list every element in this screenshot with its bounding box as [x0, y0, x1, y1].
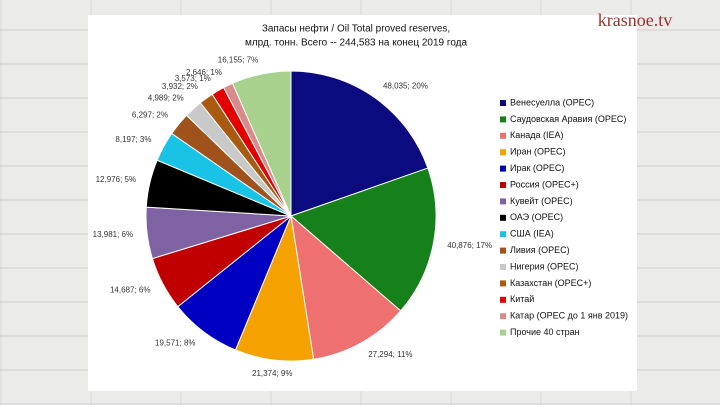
legend-label: Нигерия (OPEC) — [510, 261, 579, 271]
data-label: 19,571; 8% — [155, 338, 195, 347]
legend-label: Китай — [510, 294, 534, 304]
legend-marker — [500, 329, 506, 336]
data-label: 48,035; 20% — [383, 81, 428, 90]
legend-label: Россия (OPEC+) — [510, 179, 579, 189]
legend-marker — [500, 296, 506, 303]
data-label: 12,976; 5% — [96, 175, 136, 184]
legend-marker — [500, 165, 506, 172]
data-label: 16,155; 7% — [218, 56, 258, 65]
data-label: 6,297; 2% — [132, 110, 168, 119]
legend-marker — [500, 198, 506, 205]
legend-label: Ирак (OPEC) — [510, 163, 564, 173]
legend-label: США (IEA) — [510, 229, 554, 239]
data-label: 8,197; 3% — [115, 135, 151, 144]
data-label: 3,932; 2% — [162, 82, 198, 91]
legend-marker — [500, 132, 506, 139]
legend-label: Саудовская Аравия (OPEC) — [510, 114, 626, 124]
pie-slice — [290, 214, 402, 360]
legend-label: Кувейт (OPEC) — [510, 196, 573, 206]
chart-title: Запасы нефти / Oil Total proved reserves… — [262, 23, 450, 35]
legend-label: ОАЭ (OPEC) — [510, 212, 563, 222]
legend-marker — [500, 264, 506, 270]
legend-label: Казахстан (OPEC+) — [510, 278, 591, 288]
legend-marker — [500, 116, 506, 123]
data-label: 13,981; 6% — [93, 230, 133, 239]
legend-marker — [500, 247, 506, 254]
legend-label: Катар (OPEC до 1 янв 2019) — [510, 311, 628, 321]
legend-label: Прочие 40 стран — [510, 327, 580, 337]
data-label: 40,876; 17% — [447, 241, 492, 250]
legend-marker — [500, 231, 506, 238]
pie-slice — [231, 70, 292, 217]
legend-marker — [500, 280, 506, 287]
data-label: 4,989; 2% — [148, 94, 184, 103]
chart-subtitle: млрд. тонн. Всего -- 244,583 на конец 20… — [245, 38, 468, 49]
legend-label: Иран (OPEC) — [510, 147, 565, 157]
data-label: 21,374; 9% — [252, 369, 292, 378]
data-label: 3,573; 1% — [175, 74, 211, 83]
legend-marker — [500, 149, 506, 156]
data-label: 14,687; 6% — [110, 285, 150, 294]
pie-slice — [290, 167, 437, 312]
legend-label: Канада (IEA) — [510, 130, 563, 140]
data-label: 27,294; 11% — [368, 350, 412, 359]
legend-marker — [500, 182, 506, 188]
data-label: 2,646; 1% — [186, 68, 222, 77]
legend-label: Венесуелла (OPEC) — [510, 97, 594, 107]
legend-marker — [500, 100, 506, 106]
legend-marker — [500, 313, 506, 320]
watermark: krasnoe.tv — [598, 10, 672, 30]
legend-label: Ливия (OPEC) — [510, 245, 570, 255]
legend-marker — [500, 214, 506, 221]
